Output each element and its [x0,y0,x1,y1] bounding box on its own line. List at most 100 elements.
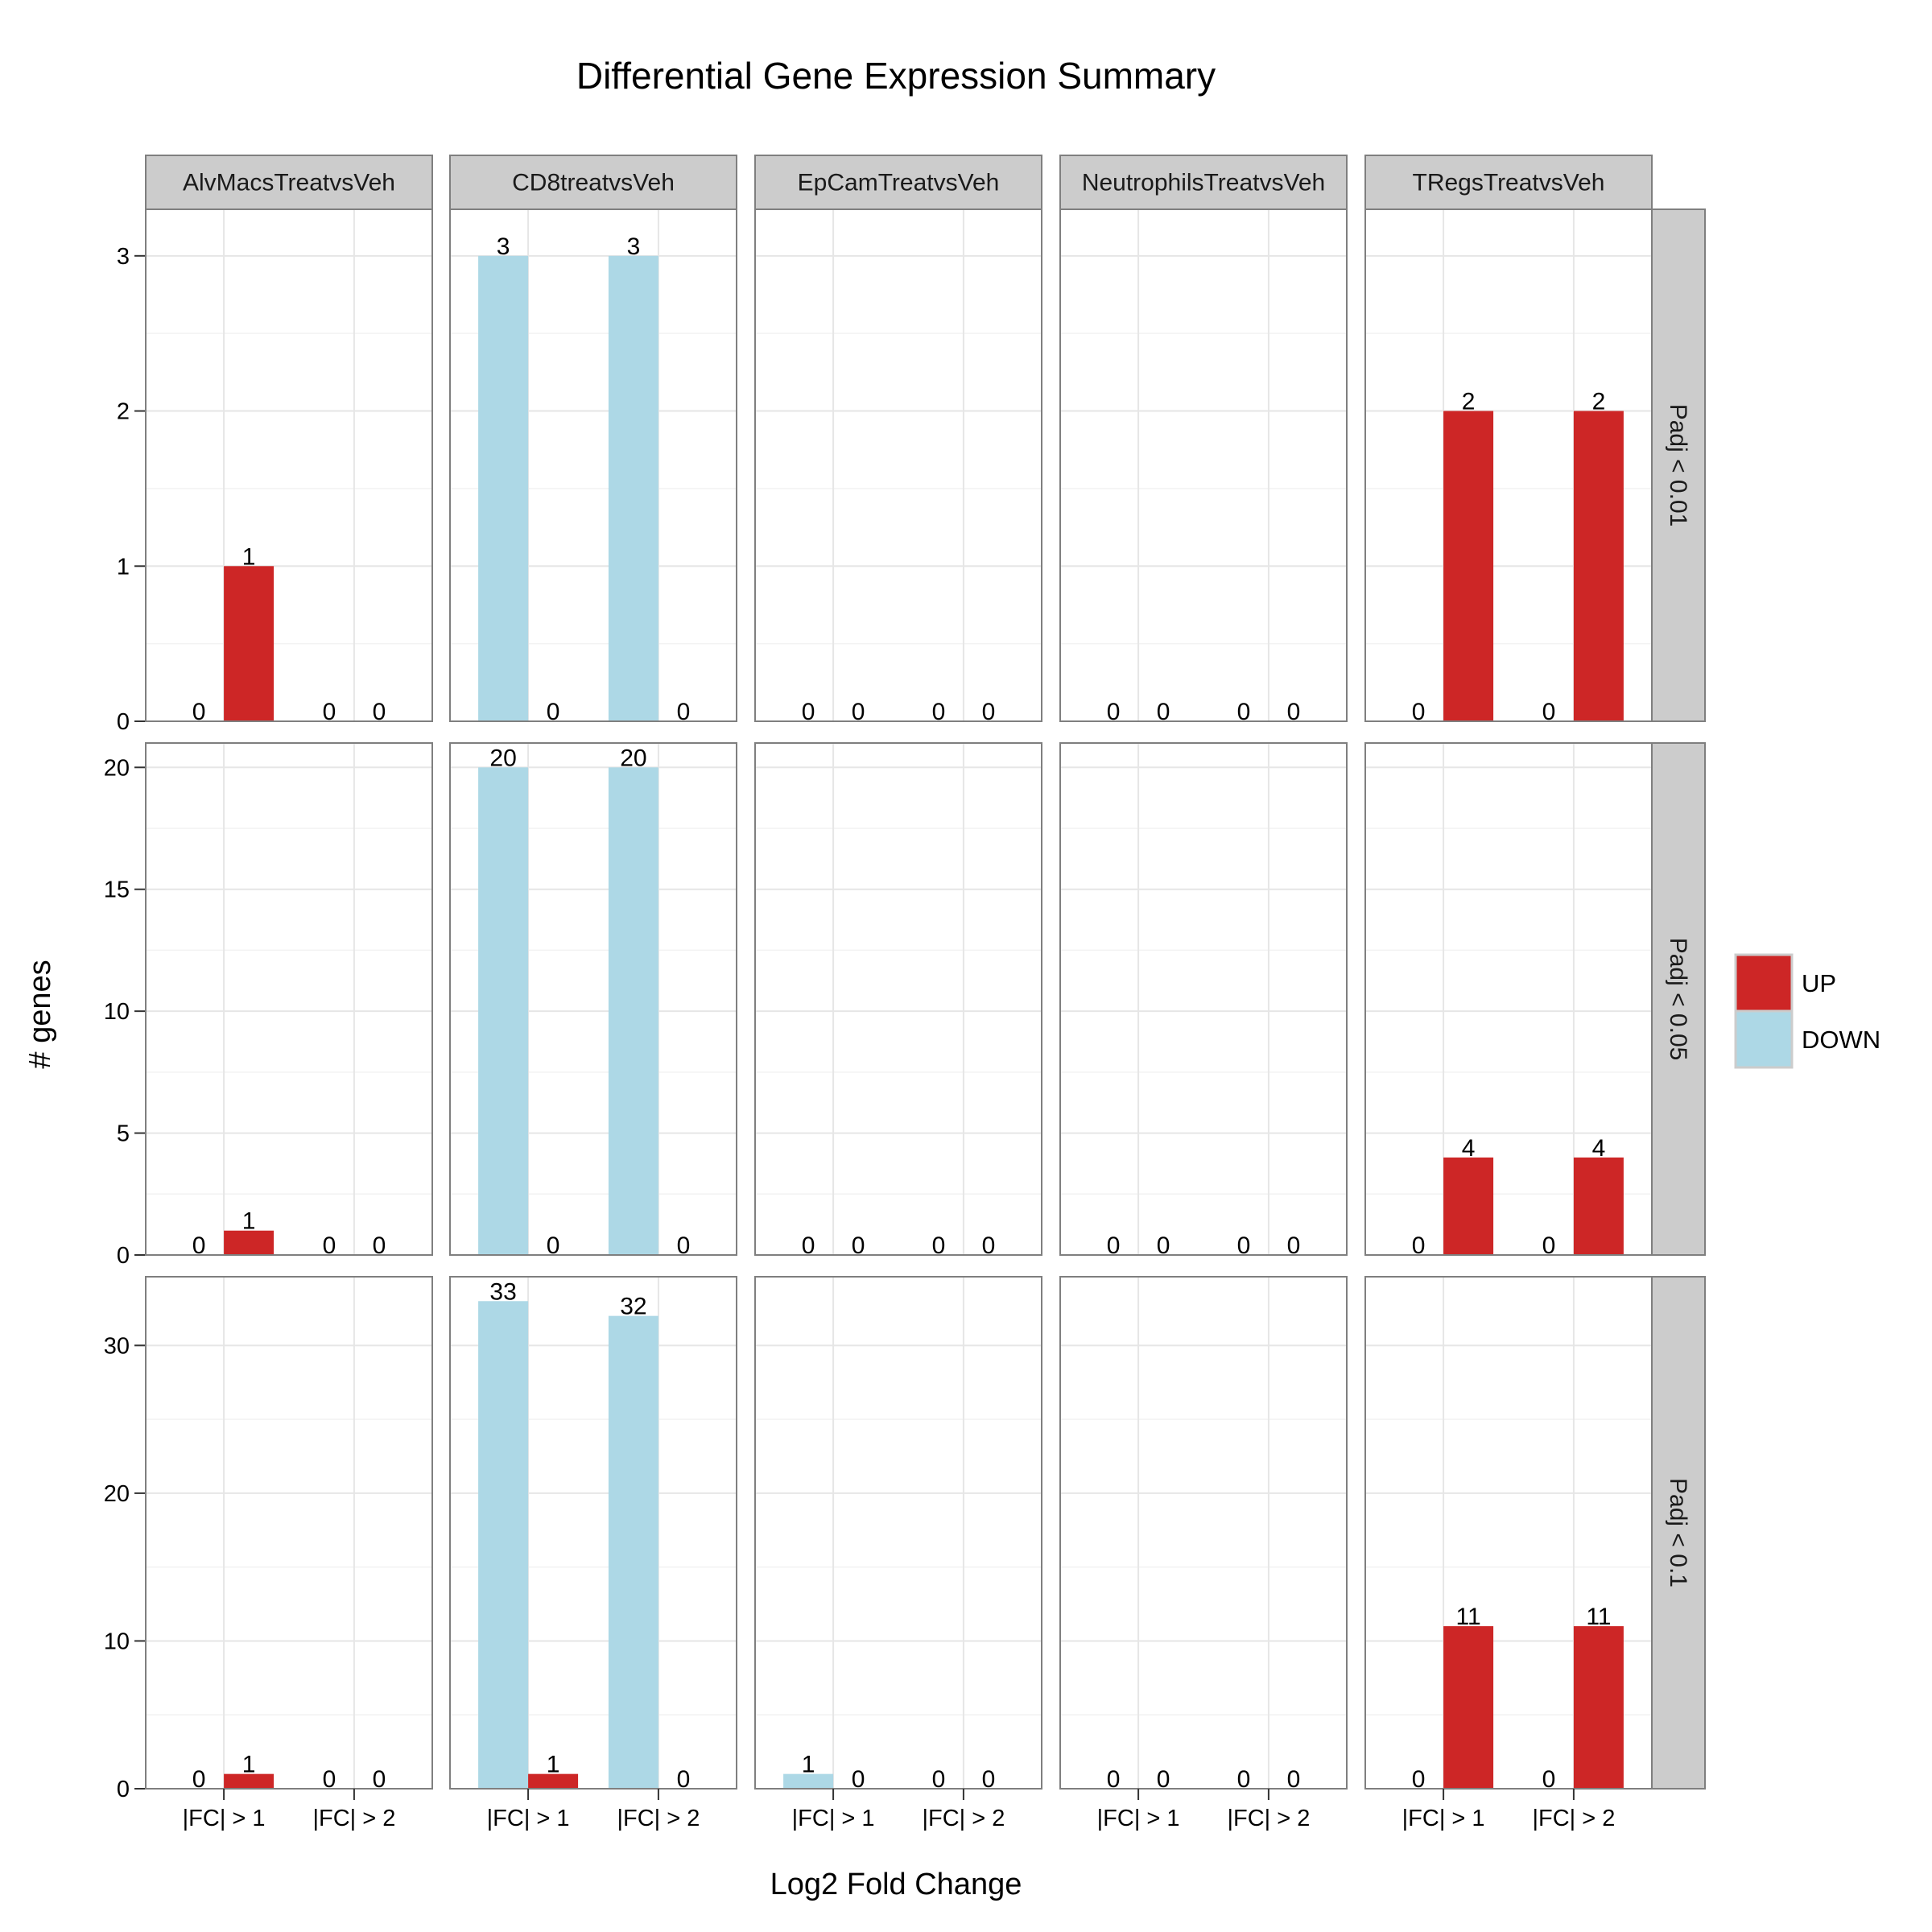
panel-border [449,208,737,722]
y-tick-label: 20 [104,1481,130,1507]
data-label-up: 11 [1456,1604,1481,1630]
data-label-down: 0 [323,1766,336,1793]
data-label-up: 0 [982,699,996,725]
data-label-up: 0 [373,1232,386,1259]
y-tick-label: 5 [117,1121,130,1147]
row-strip-padj-0-1: Padj < 0.1 [1651,1276,1706,1790]
bar-down [478,1301,529,1789]
data-label-up: 0 [1287,699,1301,725]
data-label-up: 0 [677,699,691,725]
data-label-up: 0 [982,1232,996,1259]
x-tick-label: |FC| > 2 [312,1806,395,1831]
data-label-up: 2 [1592,389,1606,415]
data-label-down: 0 [192,699,206,725]
column-strip-label: NeutrophilsTreatvsVeh [1082,170,1325,196]
data-label-down: 0 [1542,699,1556,725]
legend-label: UP [1802,969,1836,997]
y-axis-padj-0-05: 0 5 10 15 20 [104,755,146,1269]
x-axis-title: Log2 Fold Change [770,1868,1022,1901]
data-label-down: 0 [323,1232,336,1259]
column-strip-tregstreatvsveh: TRegsTreatvsVeh [1364,155,1653,210]
row-strip-label: Padj < 0.01 [1665,404,1691,527]
bar-up [1573,1626,1624,1789]
data-label-down: 3 [497,233,510,260]
data-label-up: 0 [1287,1766,1301,1793]
y-axis-padj-0-01: 0 1 2 3 [117,244,146,735]
panel-tregstreatvsveh-padj-0-1: 0 11 0 11 [1364,1276,1653,1793]
x-tick-label: |FC| > 2 [1227,1806,1310,1831]
data-label-down: 0 [932,1766,946,1793]
panel-border [1364,1276,1653,1790]
y-tick-label: 2 [117,399,130,425]
legend-label: DOWN [1802,1026,1880,1054]
panel-border [1059,1276,1348,1790]
data-label-up: 0 [852,1232,865,1259]
panel-background [755,209,1042,721]
panel-epcamtreatvsveh-padj-0-1: 1 0 0 0 [754,1276,1042,1793]
data-label-up: 0 [677,1766,691,1793]
data-label-down: 20 [489,745,516,771]
y-tick-label: 10 [104,999,130,1025]
y-tick-label: 3 [117,244,130,270]
bar-up [528,1773,579,1789]
panel-border [145,1276,433,1790]
bar-up [1573,1157,1624,1255]
panel-cd8treatvsveh-padj-0-01: 3 0 3 0 [449,208,737,725]
y-tick-label: 10 [104,1629,130,1654]
data-label-up: 2 [1462,389,1476,415]
data-label-down: 0 [1107,1232,1121,1259]
panel-cd8treatvsveh-padj-0-05: 20 0 20 0 [449,742,737,1259]
panel-background [755,1277,1042,1789]
data-label-down: 0 [932,1232,946,1259]
x-tick-label: |FC| > 2 [1532,1806,1615,1831]
row-strip-background [1651,1276,1706,1790]
bar-up [1573,411,1624,721]
data-label-down: 0 [1412,1232,1426,1259]
data-label-up: 1 [242,543,256,570]
legend-item-up: UP [1734,953,1836,1013]
data-label-down: 32 [620,1294,646,1320]
data-label-up: 11 [1586,1604,1611,1630]
data-label-down: 0 [1237,1766,1251,1793]
panel-epcamtreatvsveh-padj-0-05: 0 0 0 0 [754,742,1042,1259]
data-label-up: 1 [242,1208,256,1235]
legend-key-up [1734,953,1794,1013]
panel-background [146,1277,432,1789]
panel-neutrophilstreatvsveh-padj-0-01: 0 0 0 0 [1059,208,1348,725]
data-label-up: 0 [852,699,865,725]
bar-down [608,767,658,1255]
panel-border [754,1276,1042,1790]
x-tick-label: |FC| > 1 [1402,1806,1485,1831]
chart-title: Differential Gene Expression Summary [576,55,1216,97]
data-label-down: 0 [802,699,815,725]
x-tick-label: |FC| > 1 [183,1806,266,1831]
column-strip-label: EpCamTreatvsVeh [798,170,1000,196]
row-strip-padj-0-05: Padj < 0.05 [1651,742,1706,1256]
panel-border [1059,742,1348,1256]
data-label-down: 0 [1412,699,1426,725]
panel-neutrophilstreatvsveh-padj-0-05: 0 0 0 0 [1059,742,1348,1259]
column-strip-cd8treatvsveh: CD8treatvsVeh [449,155,737,210]
legend-item-down: DOWN [1734,1009,1880,1069]
y-tick-label: 20 [104,755,130,781]
column-strip-epcamtreatvsveh: EpCamTreatvsVeh [754,155,1042,210]
data-label-down: 0 [802,1232,815,1259]
bar-down [478,255,529,721]
y-tick-label: 0 [117,1243,130,1269]
panel-border [449,1276,737,1790]
x-tick-label: |FC| > 1 [792,1806,875,1831]
data-label-down: 0 [1412,1766,1426,1793]
x-axis-cd8treatvsveh: |FC| > 1 |FC| > 2 [487,1789,700,1831]
x-axis-alvmacstreatvsveh: |FC| > 1 |FC| > 2 [183,1789,395,1831]
data-label-down: 0 [1542,1766,1556,1793]
data-label-up: 0 [1157,1766,1170,1793]
panel-background [1060,1277,1347,1789]
panel-epcamtreatvsveh-padj-0-01: 0 0 0 0 [754,208,1042,725]
panel-alvmacstreatvsveh-padj-0-05: 0 1 0 0 [145,742,433,1259]
bar-down [608,255,658,721]
row-strip-label: Padj < 0.05 [1665,938,1691,1061]
data-label-down: 0 [1237,1232,1251,1259]
row-strip-background [1651,742,1706,1256]
